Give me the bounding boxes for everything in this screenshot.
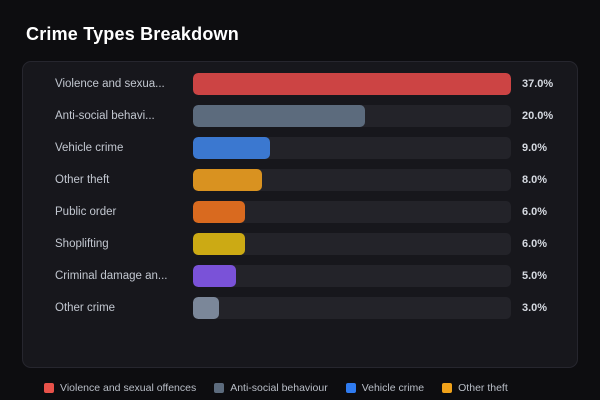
legend-item[interactable]: Other theft — [442, 382, 508, 394]
bar-row-label: Violence and sexua... — [55, 78, 165, 90]
bar-track — [193, 169, 511, 191]
page-title: Crime Types Breakdown — [26, 24, 239, 44]
bar-track — [193, 105, 511, 127]
legend-swatch-icon — [44, 383, 54, 393]
legend-item[interactable]: Vehicle crime — [345, 382, 425, 394]
bar-fill[interactable] — [193, 137, 271, 159]
bar-row-label: Anti-social behavi... — [55, 110, 155, 122]
bar-row-value: 3.0% — [522, 302, 548, 314]
bar-fill[interactable] — [193, 201, 245, 223]
bar-fill[interactable] — [193, 265, 236, 287]
legend-swatch-icon — [345, 383, 356, 393]
legend-label: Other theft — [458, 382, 508, 394]
legend-label: Violence and sexual offences — [60, 382, 197, 394]
bar-rows: Violence and sexua... 37.0% Anti-social be… — [23, 73, 577, 329]
bar-track — [193, 265, 511, 287]
bar-row-value: 6.0% — [522, 206, 548, 218]
bar-row-label: Other crime — [55, 302, 116, 314]
bar-row-label: Other theft — [55, 174, 110, 186]
bar-row: Shoplifting 6.0% — [23, 233, 577, 255]
bar-row-value: 8.0% — [522, 174, 548, 186]
bar-row-label: Public order — [55, 206, 117, 218]
legend-label: Vehicle crime — [361, 382, 425, 394]
bar-row: Anti-social behavi... 20.0% — [23, 105, 577, 127]
bar-track — [193, 201, 511, 223]
legend-swatch-icon — [442, 383, 453, 393]
bar-row: Criminal damage an... 5.0% — [23, 265, 577, 287]
bar-row: Other crime 3.0% — [23, 297, 577, 319]
legend-item[interactable]: Anti-social behaviour — [214, 382, 328, 394]
chart-legend: Violence and sexual offences Anti-social … — [0, 382, 600, 394]
bar-fill[interactable] — [193, 105, 366, 127]
bar-track — [193, 137, 511, 159]
bar-row: Vehicle crime 9.0% — [23, 137, 577, 159]
bar-row-value: 20.0% — [522, 110, 554, 122]
bar-row-value: 9.0% — [522, 142, 548, 154]
bar-row-value: 5.0% — [522, 270, 548, 282]
bar-row-label: Vehicle crime — [55, 142, 124, 154]
bar-row-label: Criminal damage an... — [55, 270, 168, 282]
bar-row-label: Shoplifting — [55, 238, 109, 250]
bar-row: Other theft 8.0% — [23, 169, 577, 191]
bar-track — [193, 233, 511, 255]
legend-swatch-icon — [214, 383, 225, 393]
legend-label: Anti-social behaviour — [230, 382, 328, 394]
bar-track — [193, 297, 511, 319]
bar-fill[interactable] — [193, 297, 219, 319]
bar-row: Public order 6.0% — [23, 201, 577, 223]
bar-fill[interactable] — [193, 169, 262, 191]
bar-track — [193, 73, 511, 95]
bar-row-value: 37.0% — [522, 78, 554, 90]
bar-fill[interactable] — [193, 73, 511, 95]
bar-row: Violence and sexua... 37.0% — [23, 73, 577, 95]
bar-row-value: 6.0% — [522, 238, 548, 250]
chart-card: Violence and sexua... 37.0% Anti-social be… — [22, 61, 578, 368]
bar-fill[interactable] — [193, 233, 245, 255]
legend-item[interactable]: Violence and sexual offences — [44, 382, 196, 394]
